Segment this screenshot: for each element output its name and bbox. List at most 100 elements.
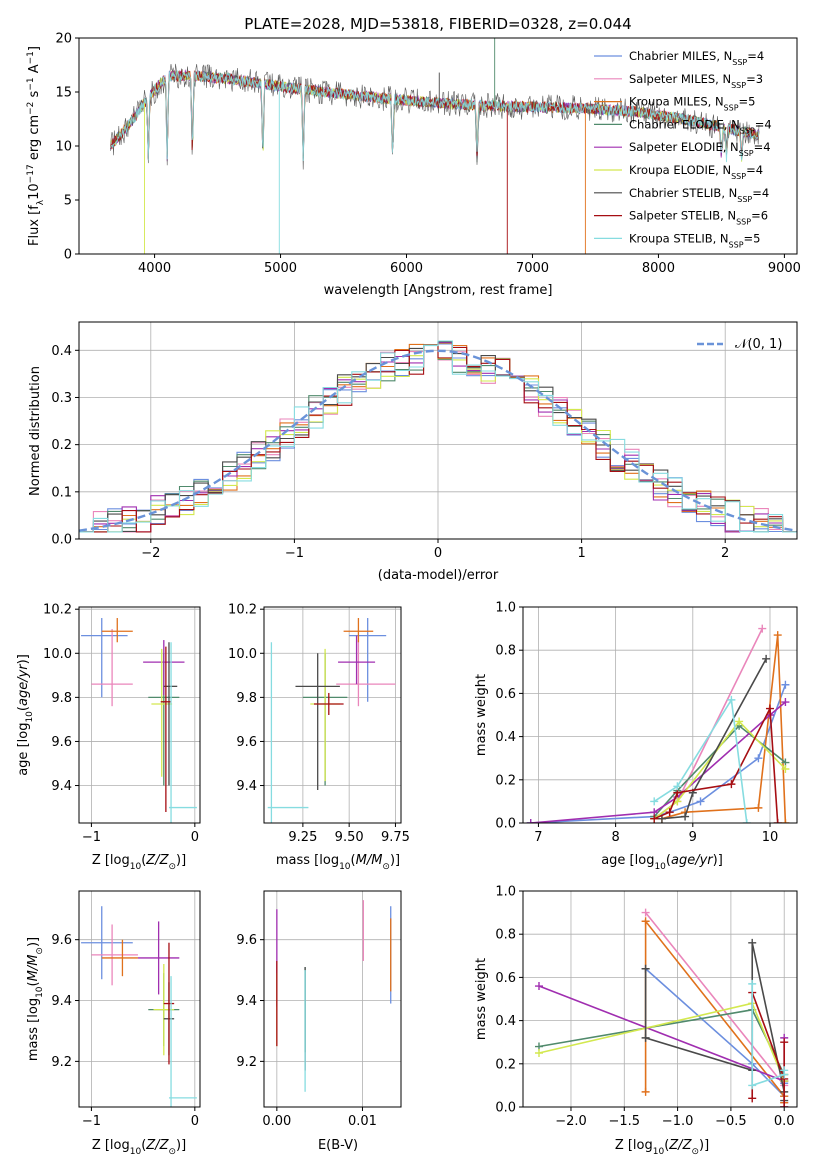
y-tick-label: 15 <box>55 86 72 101</box>
legend-entry: Chabrier STELIB, NSSP=4 <box>629 186 769 204</box>
series-marker <box>665 808 674 817</box>
series-marker <box>748 938 757 947</box>
x-tick-label: 4000 <box>138 261 171 276</box>
series-line <box>653 697 748 823</box>
x-tick-label: −2 <box>141 546 160 561</box>
series-marker <box>641 1087 650 1096</box>
plot-area <box>276 900 392 1092</box>
histogram-step <box>79 340 797 533</box>
figure-title: PLATE=2028, MJD=53818, FIBERID=0328, z=0… <box>244 15 631 33</box>
series-line <box>653 720 786 820</box>
series-marker <box>641 908 650 917</box>
series-marker <box>754 803 763 812</box>
series-marker <box>641 1033 650 1042</box>
plot-area <box>81 906 197 1107</box>
series-marker <box>765 704 774 713</box>
series-marker <box>754 754 763 763</box>
x-tick-label: 0.00 <box>262 1114 291 1129</box>
legend-entry: 𝒩(0, 1) <box>735 337 782 352</box>
y-tick-label: 0.1 <box>51 485 72 500</box>
y-axis-label: mass weight <box>474 958 489 1040</box>
y-tick-label: 20 <box>55 32 72 47</box>
legend-entry: Salpeter STELIB, NSSP=6 <box>629 209 768 227</box>
panel-age_vs_Z: −1 0 9.4 9.6 9.8 10.0 10.2 Z [log10(Z/Z⊙)] age [… <box>16 603 201 872</box>
y-tick-label: 0.2 <box>495 773 516 788</box>
x-tick-label: 9.50 <box>335 830 364 845</box>
series-marker <box>780 1038 789 1047</box>
series-marker <box>696 797 705 806</box>
series-marker <box>526 819 535 823</box>
plot-area <box>267 618 396 823</box>
x-axis-label: E(B-V) <box>318 1138 358 1153</box>
x-tick-label: 5000 <box>264 261 297 276</box>
axes-frame <box>263 890 402 1108</box>
panel-age_vs_mass: 9.25 9.50 9.75 9.4 9.6 9.8 10.0 10.2 mass [log10… <box>228 603 410 872</box>
series-marker <box>758 624 767 633</box>
y-tick-label: 9.6 <box>51 933 72 948</box>
y-tick-label: 0.8 <box>495 644 516 659</box>
x-tick-label: −2.0 <box>555 1114 587 1129</box>
x-axis-label: (data-model)/error <box>378 568 499 583</box>
axes-frame <box>522 890 798 1108</box>
series-line <box>530 701 786 823</box>
y-axis-label: Flux [fλ10−17 erg cm−2 s−1 A−1] <box>26 46 46 246</box>
legend-entry: Kroupa MILES, NSSP=5 <box>629 95 755 113</box>
x-tick-label: 9.25 <box>288 830 317 845</box>
y-axis-label: Normed distribution <box>28 366 43 496</box>
series-marker <box>781 819 790 823</box>
plot-area <box>526 624 790 823</box>
y-tick-label: 0.4 <box>495 730 516 745</box>
y-tick-label: 0.0 <box>495 817 516 832</box>
y-axis-label: age [log10(age/yr)] <box>16 654 35 776</box>
legend-entry: Salpeter ELODIE, NSSP=4 <box>629 140 771 158</box>
x-tick-label: 0.01 <box>348 1114 377 1129</box>
plot-area <box>79 340 797 533</box>
x-tick-label: −1 <box>82 830 101 845</box>
y-axis-label: mass [log10(M/M⊙)] <box>26 937 45 1061</box>
series-line <box>653 705 779 823</box>
series-marker <box>727 780 736 789</box>
axes-frame <box>522 606 798 824</box>
series-marker <box>641 964 650 973</box>
x-tick-label: −1.5 <box>608 1114 640 1129</box>
series-marker <box>748 1094 757 1103</box>
series-marker <box>748 1081 757 1090</box>
x-tick-label: 8 <box>611 830 619 845</box>
panel-spectrum: 4000 5000 6000 7000 8000 9000 0 5 10 15 20 waveleng… <box>26 32 801 299</box>
legend: Chabrier MILES, NSSP=4 Salpeter MILES, NS… <box>594 49 772 249</box>
axes-frame <box>263 606 402 824</box>
x-axis-label: wavelength [Angstrom, rest frame] <box>324 283 553 298</box>
y-tick-label: 0.0 <box>495 1101 516 1116</box>
series-marker <box>781 698 790 707</box>
y-tick-label: 9.2 <box>236 1055 257 1070</box>
y-tick-label: 10.0 <box>228 647 257 662</box>
y-tick-label: 10.2 <box>228 603 257 618</box>
series-marker <box>673 782 682 791</box>
x-tick-label: 6000 <box>390 261 423 276</box>
x-tick-label: −1 <box>285 546 304 561</box>
y-tick-label: 9.4 <box>51 779 72 794</box>
series-marker <box>781 680 790 689</box>
x-tick-label: 9.75 <box>381 830 410 845</box>
y-tick-label: 0.8 <box>495 928 516 943</box>
series-marker <box>780 1103 789 1107</box>
y-axis-label: mass weight <box>474 674 489 756</box>
series-marker <box>735 717 744 726</box>
series-marker <box>641 917 650 926</box>
histogram-step <box>79 344 797 533</box>
panel-mass_vs_Z: −1 0 9.2 9.4 9.6 Z [log10(Z/Z⊙)] mass [log10(M… <box>26 890 201 1157</box>
x-axis-label: Z [log10(Z/Z⊙)] <box>615 1138 709 1157</box>
axes-frame <box>78 606 201 824</box>
x-tick-label: −1 <box>82 1114 101 1129</box>
y-tick-label: 0.2 <box>495 1057 516 1072</box>
x-tick-label: 2 <box>721 546 729 561</box>
y-tick-label: 9.8 <box>236 691 257 706</box>
series-marker <box>780 1066 789 1075</box>
series-marker <box>781 765 790 773</box>
legend-entry: Salpeter MILES, NSSP=3 <box>629 72 763 90</box>
y-tick-label: 0.4 <box>495 1014 516 1029</box>
series-marker <box>681 812 690 821</box>
y-tick-label: 0.6 <box>495 971 516 986</box>
panel-mass_vs_ebv: 0.00 0.01 9.2 9.4 9.6 E(B-V) <box>236 890 402 1153</box>
panel-massweight_vs_age: 7 8 9 10 0.0 0.2 0.4 0.6 0.8 1.0 age [log10(age/yr… <box>474 601 798 872</box>
